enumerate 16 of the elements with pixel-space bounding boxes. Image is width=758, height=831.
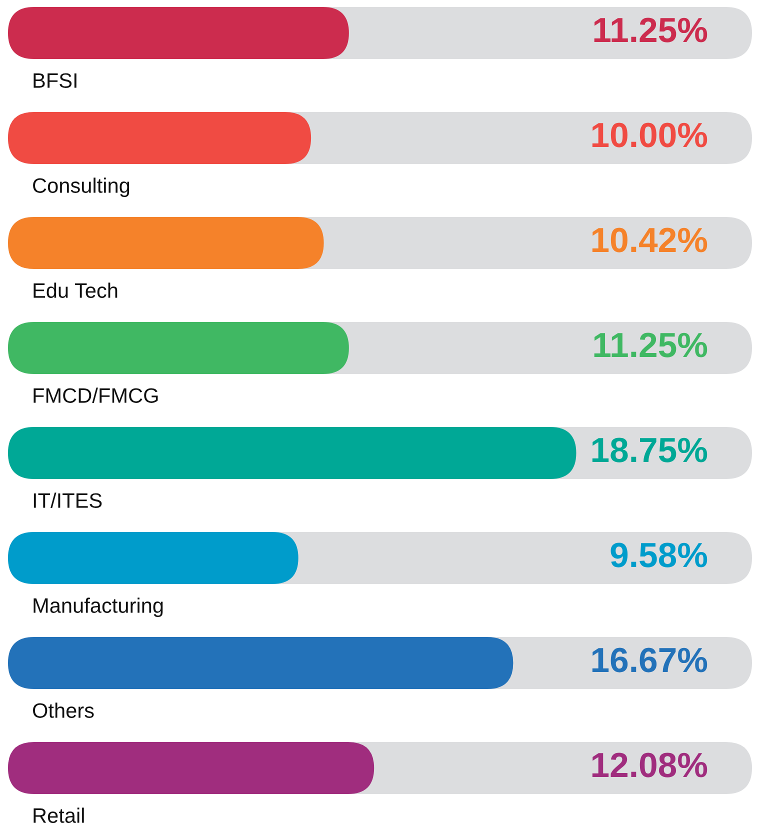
data-label: 9.58%	[610, 542, 708, 568]
data-label: 11.25%	[594, 18, 708, 42]
y-tick-label: Others	[32, 702, 94, 718]
y-tick-label: Manufacturing	[34, 598, 163, 618]
y-tick-label: Consulting	[33, 178, 130, 198]
y-tick-label: IT/ITES	[34, 492, 102, 508]
data-label: 12.08%	[592, 752, 708, 778]
data-label: 10.00%	[592, 122, 708, 148]
data-label: 18.75%	[592, 438, 708, 462]
data-label: 16.67%	[592, 648, 708, 672]
data-label: 10.42%	[592, 228, 708, 252]
y-tick-label: BFSI	[34, 73, 76, 88]
y-tick-label: Retail	[34, 808, 84, 823]
data-label: 11.25%	[594, 332, 708, 358]
y-tick-label: FMCD/FMCG	[34, 388, 158, 403]
y-tick-label: Edu Tech	[34, 282, 118, 298]
